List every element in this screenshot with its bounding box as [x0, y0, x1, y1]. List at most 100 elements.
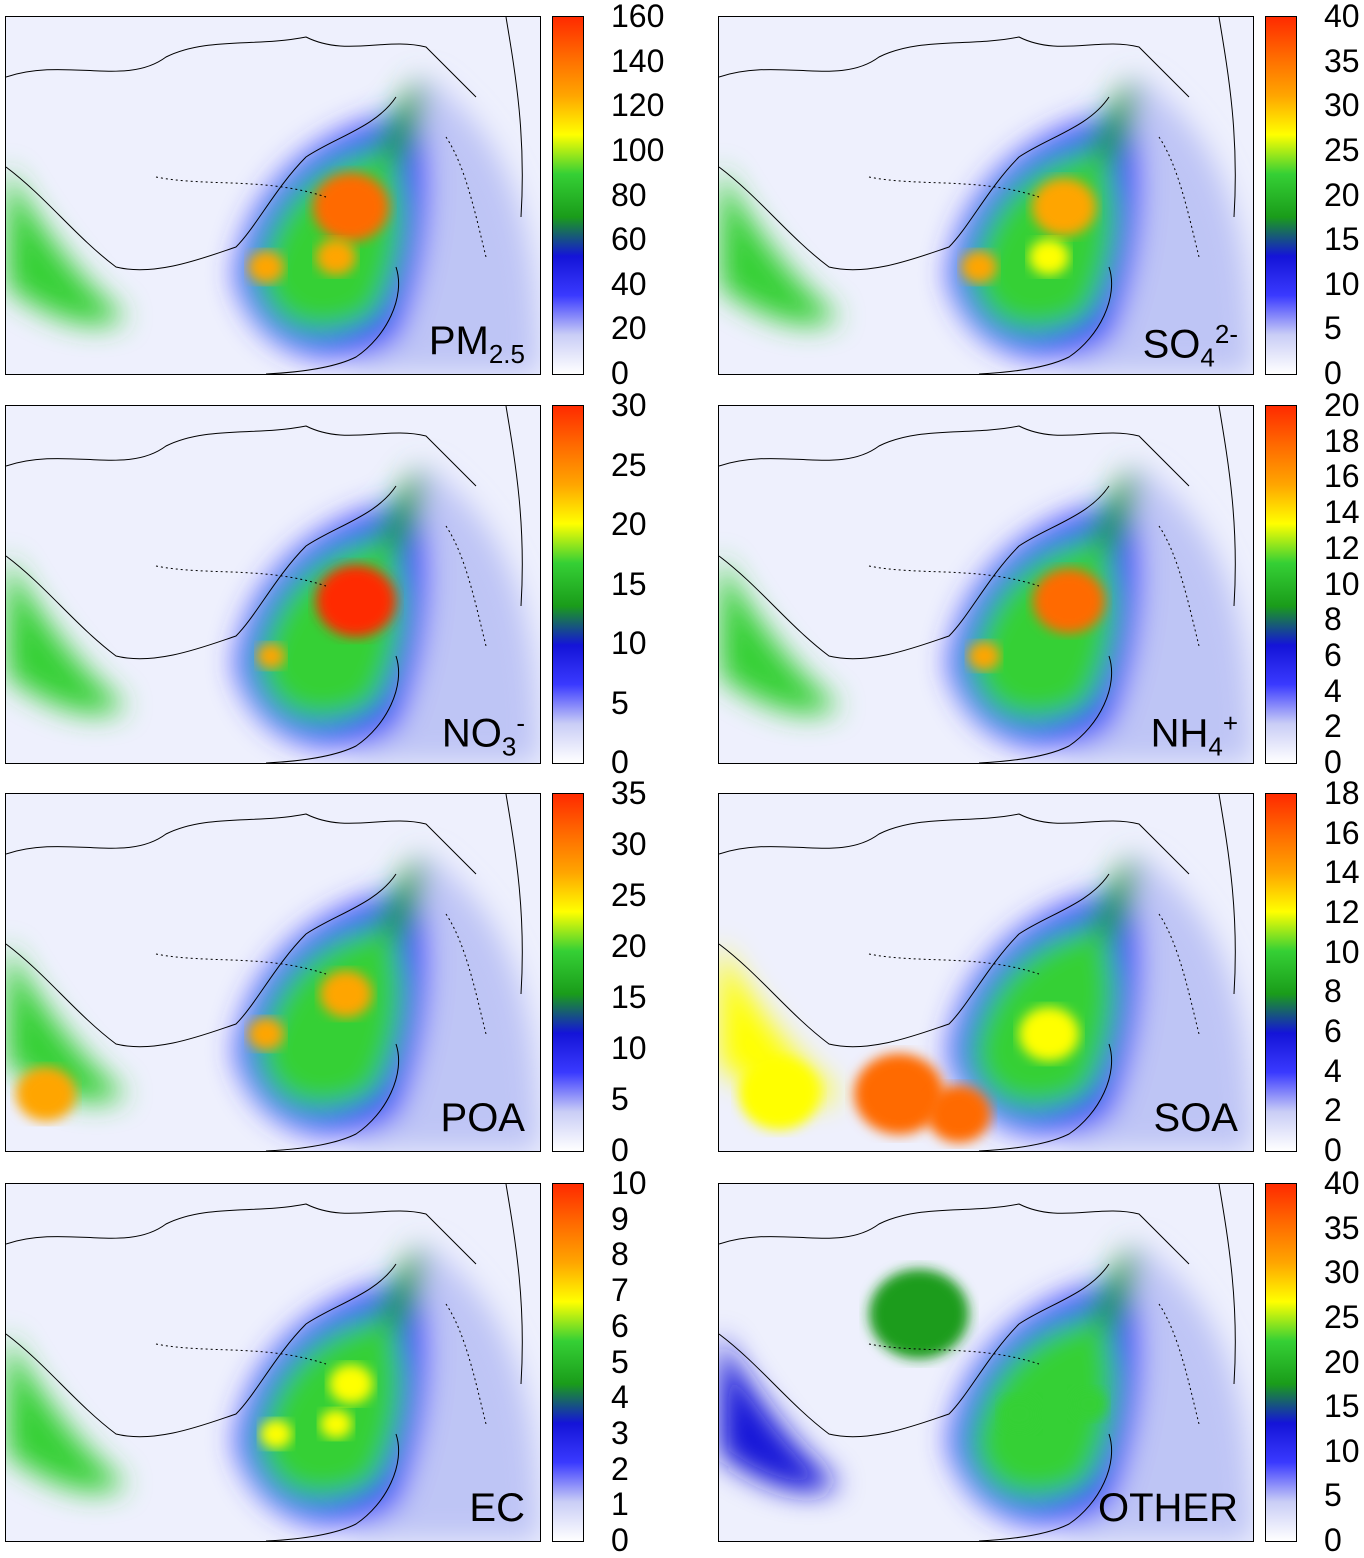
concentration-field — [719, 17, 1253, 374]
colorbar-ec — [552, 1183, 584, 1542]
colorbar-tick-label: 6 — [1324, 1013, 1342, 1049]
concentration-field — [6, 17, 540, 374]
colorbar-poa — [552, 793, 584, 1152]
map-so4 — [718, 16, 1254, 375]
colorbar-tick-label: 25 — [611, 446, 647, 483]
colorbar-tick-label: 40 — [1324, 0, 1360, 34]
species-subscript: 2.5 — [488, 339, 525, 369]
map-ec — [5, 1183, 541, 1542]
colorbar-pm25 — [552, 16, 584, 375]
colorbar-tick-label: 35 — [1324, 42, 1360, 79]
colorbar-tick-label: 6 — [611, 1307, 629, 1344]
colorbar-tick-label: 16 — [1324, 814, 1360, 851]
colorbar-tick-label: 5 — [1324, 310, 1342, 347]
species-label-other: OTHER — [1098, 1488, 1238, 1528]
map-pm25 — [5, 16, 541, 375]
colorbar-tick-label: 4 — [1324, 1052, 1342, 1089]
colorbar-tick-label: 2 — [1324, 1092, 1342, 1129]
species-subscript: 4 — [1200, 342, 1215, 373]
species-label-so4: SO42- — [1143, 321, 1238, 370]
colorbar-tick-label: 8 — [611, 1236, 629, 1273]
colorbar-tick-label: 2 — [611, 1450, 629, 1487]
colorbar-tick-label: 10 — [611, 1030, 647, 1066]
colorbar-tick-label: 4 — [611, 1379, 629, 1416]
colorbar-tick-label: 10 — [1324, 565, 1360, 602]
species-label-pm25: PM2.5 — [429, 321, 525, 367]
colorbar-tick-label: 4 — [1324, 672, 1342, 709]
species-subscript: 3 — [501, 731, 517, 762]
map-no3 — [5, 405, 541, 764]
species-label-soa: SOA — [1154, 1098, 1238, 1138]
colorbar-tick-label: 0 — [1324, 1522, 1342, 1558]
colorbar-tick-label: 35 — [611, 775, 647, 811]
colorbar-tick-label: 20 — [611, 928, 647, 964]
colorbar-tick-label: 20 — [611, 506, 647, 542]
colorbar-tick-label: 10 — [1324, 1432, 1360, 1469]
colorbar-tick-label: 140 — [611, 42, 665, 79]
colorbar-tick-label: 18 — [1324, 775, 1360, 811]
concentration-field — [6, 406, 540, 763]
species-name: OTHER — [1098, 1486, 1238, 1530]
colorbar-other — [1265, 1183, 1297, 1542]
colorbar-tick-label: 120 — [611, 87, 665, 124]
colorbar-tick-label: 25 — [611, 877, 647, 913]
colorbar-tick-label: 20 — [611, 310, 647, 347]
colorbar-tick-label: 0 — [1324, 355, 1342, 391]
colorbar-nh4 — [1265, 405, 1297, 764]
colorbar-tick-label: 2 — [1324, 708, 1342, 745]
colorbar-tick-label: 0 — [1324, 744, 1342, 780]
colorbar-tick-label: 30 — [611, 826, 647, 862]
colorbar-tick-label: 35 — [1324, 1209, 1360, 1246]
concentration-field — [719, 1184, 1253, 1541]
colorbar-tick-label: 16 — [1324, 458, 1360, 495]
colorbar-tick-label: 10 — [1324, 265, 1360, 302]
map-poa — [5, 793, 541, 1152]
colorbar-tick-label: 0 — [1324, 1132, 1342, 1168]
colorbar-tick-label: 9 — [611, 1200, 629, 1237]
colorbar-tick-label: 5 — [611, 1081, 629, 1117]
species-superscript: 2- — [1214, 319, 1238, 349]
colorbar-tick-label: 10 — [611, 625, 647, 661]
colorbar-tick-label: 10 — [611, 1165, 647, 1201]
concentration-field — [719, 406, 1253, 763]
colorbar-tick-label: 20 — [1324, 387, 1360, 423]
colorbar-tick-label: 30 — [611, 387, 647, 423]
colorbar-tick-label: 18 — [1324, 422, 1360, 459]
species-name: SOA — [1153, 1096, 1238, 1140]
species-label-poa: POA — [441, 1098, 525, 1138]
colorbar-tick-label: 8 — [1324, 601, 1342, 638]
colorbar-tick-label: 12 — [1324, 894, 1360, 930]
colorbar-tick-label: 6 — [1324, 636, 1342, 673]
colorbar-soa — [1265, 793, 1297, 1152]
map-other — [718, 1183, 1254, 1542]
colorbar-tick-label: 30 — [1324, 1254, 1360, 1291]
colorbar-tick-label: 160 — [611, 0, 665, 34]
colorbar-tick-label: 3 — [611, 1414, 629, 1451]
species-subscript: 4 — [1208, 731, 1223, 762]
species-name: POA — [440, 1096, 525, 1140]
species-superscript: + — [1222, 708, 1238, 738]
colorbar-tick-label: 7 — [611, 1272, 629, 1309]
colorbar-tick-label: 40 — [1324, 1165, 1360, 1201]
colorbar-no3 — [552, 405, 584, 764]
concentration-field — [719, 794, 1253, 1151]
colorbar-tick-label: 40 — [611, 265, 647, 302]
colorbar-tick-label: 14 — [1324, 494, 1360, 531]
colorbar-tick-label: 5 — [1324, 1477, 1342, 1514]
colorbar-tick-label: 100 — [611, 131, 665, 168]
colorbar-tick-label: 0 — [611, 1522, 629, 1558]
colorbar-tick-label: 15 — [611, 565, 647, 602]
colorbar-tick-label: 25 — [1324, 131, 1360, 168]
species-label-nh4: NH4+ — [1151, 710, 1238, 759]
map-soa — [718, 793, 1254, 1152]
concentration-field — [6, 1184, 540, 1541]
colorbar-tick-label: 15 — [1324, 221, 1360, 258]
colorbar-so4 — [1265, 16, 1297, 375]
colorbar-tick-label: 0 — [611, 355, 629, 391]
species-name: SO — [1142, 322, 1201, 367]
colorbar-tick-label: 10 — [1324, 933, 1360, 970]
colorbar-tick-label: 5 — [611, 684, 629, 721]
species-name: NO — [441, 711, 502, 756]
species-label-no3: NO3- — [442, 710, 525, 759]
